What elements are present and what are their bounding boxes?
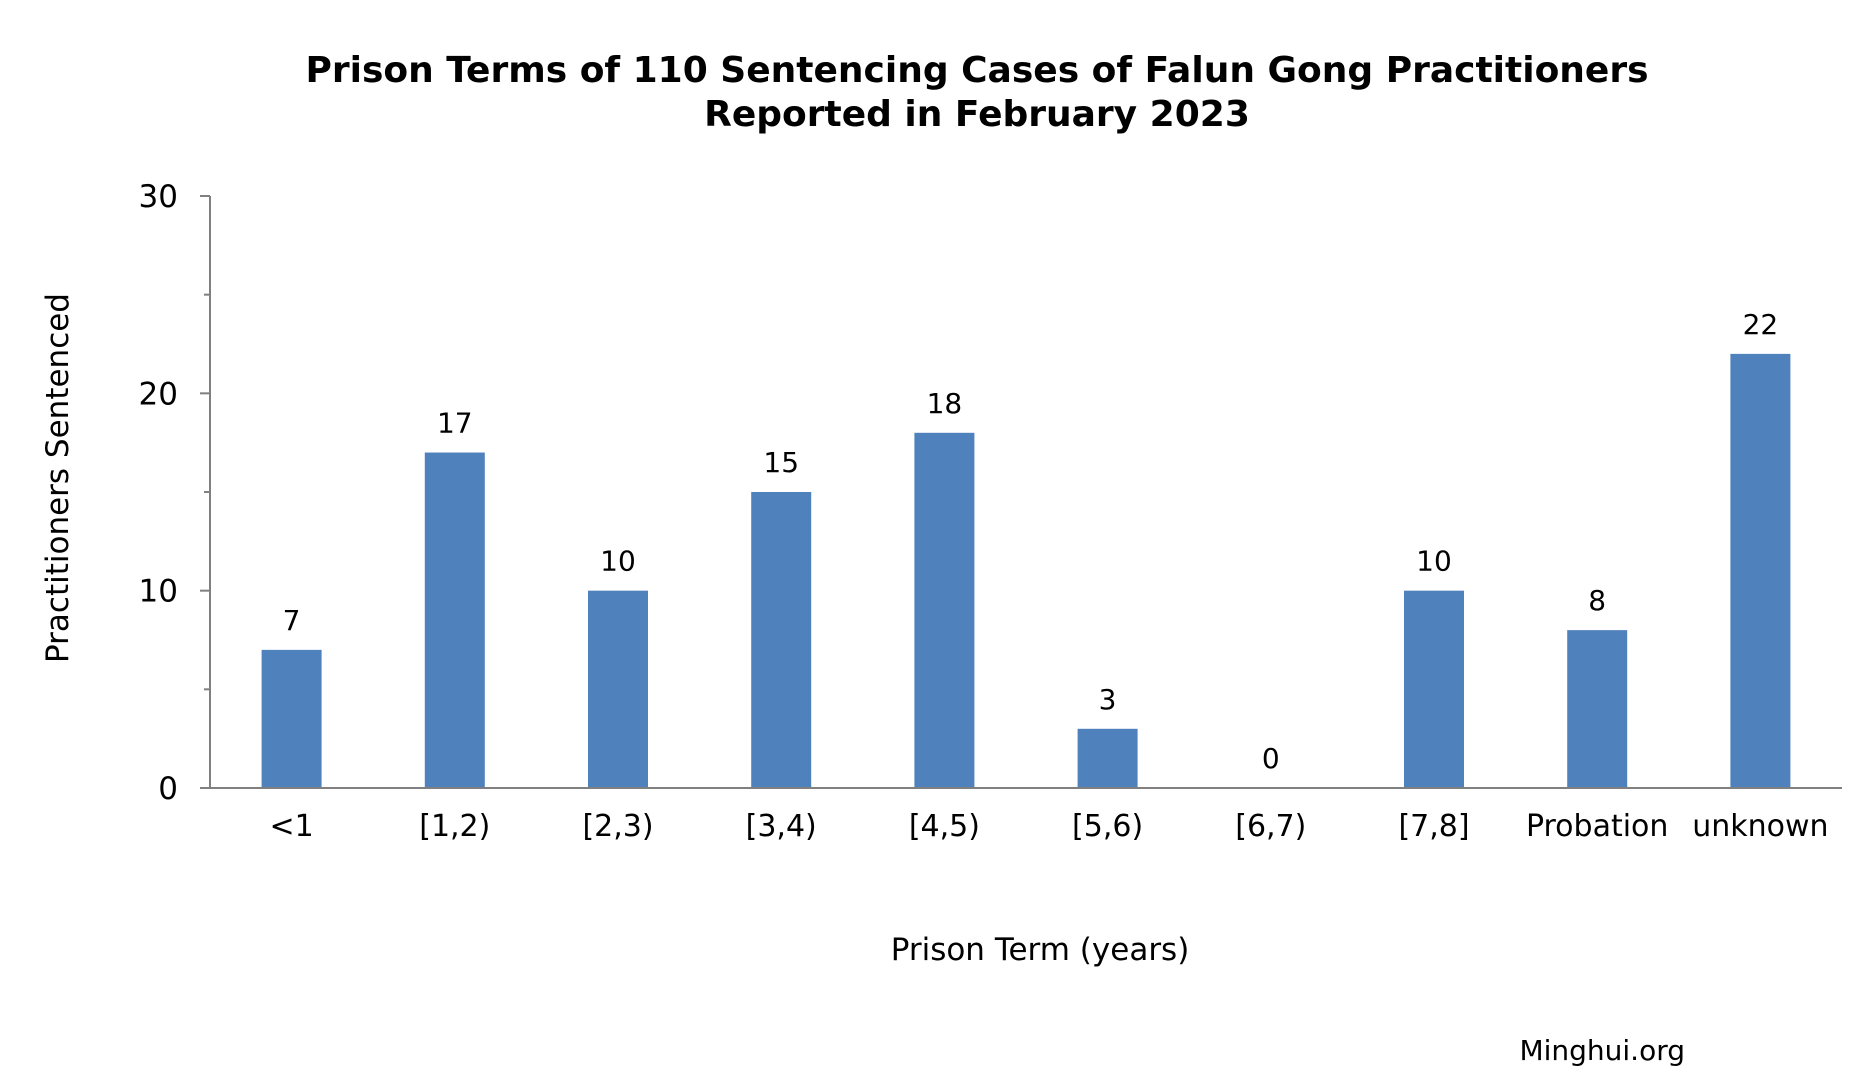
x-tick-label: [6,7): [1235, 809, 1306, 844]
y-axis: 0 10 20 30: [139, 179, 211, 807]
x-axis-title: Prison Term (years): [891, 932, 1190, 968]
bar: [751, 492, 812, 788]
x-tick-label: [2,3): [582, 809, 653, 844]
bar: [914, 432, 975, 788]
chart-title: Prison Terms of 110 Sentencing Cases of …: [305, 50, 1648, 91]
x-tick-label: [4,5): [909, 809, 980, 844]
data-labels-group: 7 17 10 15 18 3 0 10 8 22: [283, 308, 1779, 775]
x-tick-label: unknown: [1692, 809, 1828, 844]
chart-subtitle: Reported in February 2023: [704, 94, 1250, 135]
data-label: 15: [763, 446, 799, 479]
bar: [1077, 728, 1138, 788]
y-tick-label: 10: [139, 574, 178, 610]
data-label: 10: [600, 545, 636, 578]
y-tick-label: 20: [139, 376, 178, 412]
x-tick-label: [3,4): [746, 809, 817, 844]
y-tick-label: 30: [139, 179, 178, 215]
data-label: 17: [437, 407, 473, 440]
bar: [1567, 630, 1628, 788]
data-label: 18: [927, 387, 963, 420]
bar: [261, 649, 322, 788]
bar: [1404, 590, 1464, 788]
data-label: 7: [283, 604, 301, 637]
source-credit: Minghui.org: [1519, 1034, 1685, 1067]
x-tick-label: <1: [269, 809, 313, 844]
data-label: 8: [1588, 584, 1606, 617]
x-axis: <1 [1,2) [2,3) [3,4) [4,5) [5,6) [6,7) [7,8] Pro…: [200, 787, 1842, 844]
x-tick-label: [1,2): [419, 809, 490, 844]
y-axis-title: Practitioners Sentenced: [40, 293, 76, 663]
y-tick-label: 0: [158, 771, 178, 807]
data-label: 10: [1416, 545, 1452, 578]
bar: [424, 452, 485, 788]
data-label: 22: [1743, 308, 1779, 341]
x-tick-label: [5,6): [1072, 809, 1143, 844]
data-label: 3: [1099, 683, 1117, 716]
x-tick-label: [7,8]: [1398, 809, 1469, 844]
data-label: 0: [1262, 742, 1280, 775]
x-tick-label: Probation: [1526, 809, 1669, 844]
bar: [1730, 353, 1791, 788]
bars-group: [261, 353, 1791, 788]
bar: [588, 590, 648, 788]
